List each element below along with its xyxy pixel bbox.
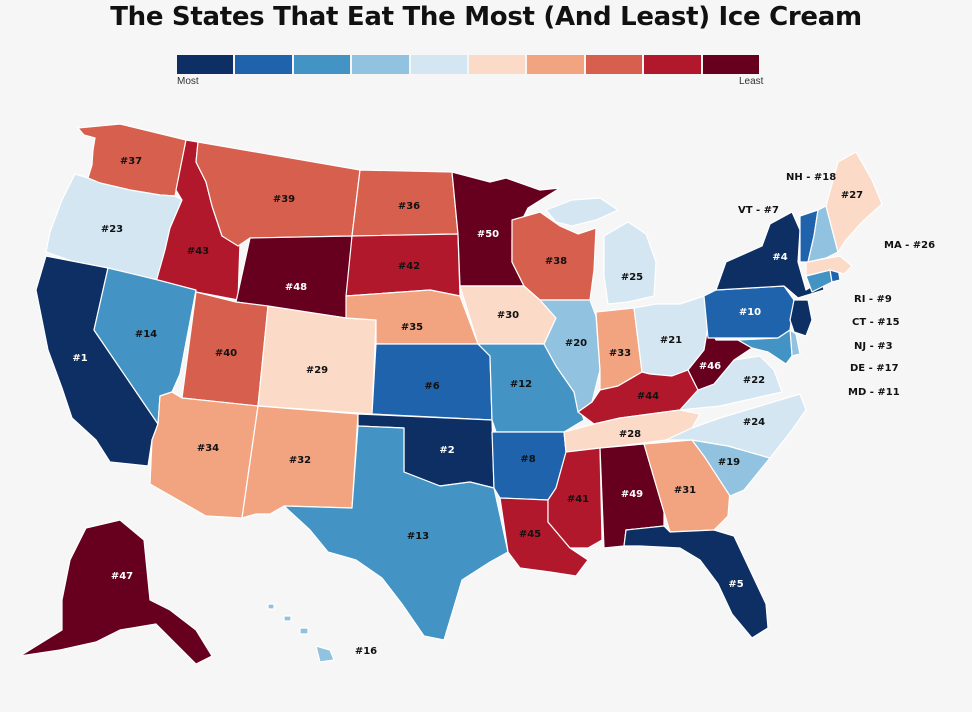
legend-swatch-6 (469, 55, 526, 74)
color-legend (177, 55, 760, 74)
rank-label: #8 (520, 454, 535, 465)
state-hi-island[interactable] (299, 627, 309, 635)
external-label-ct: CT - #15 (852, 317, 900, 328)
rank-label: #29 (306, 365, 328, 376)
rank-label: #39 (273, 194, 295, 205)
rank-label: #23 (101, 224, 123, 235)
rank-label: #42 (398, 261, 420, 272)
rank-label: #28 (619, 429, 641, 440)
legend-swatch-8 (585, 55, 643, 74)
state-nj[interactable] (789, 299, 813, 337)
rank-label: #14 (135, 329, 157, 340)
rank-label: #22 (743, 375, 765, 386)
rank-label-hi: #16 (355, 646, 377, 657)
state-wi[interactable] (511, 211, 597, 301)
state-ak[interactable] (19, 519, 213, 665)
rank-label: #1 (72, 353, 87, 364)
rank-label: #24 (743, 417, 765, 428)
external-label-nh: NH - #18 (786, 172, 836, 183)
map-title: The States That Eat The Most (And Least)… (110, 2, 862, 32)
state-az[interactable] (149, 391, 259, 519)
state-hi[interactable] (315, 645, 335, 663)
legend-most-label: Most (177, 76, 199, 87)
rank-label: #5 (728, 579, 743, 590)
external-label-ma: MA - #26 (884, 240, 935, 251)
state-ny[interactable] (715, 211, 825, 299)
state-md[interactable] (737, 329, 793, 365)
rank-label: #12 (510, 379, 532, 390)
rank-label: #32 (289, 455, 311, 466)
external-label-vt: VT - #7 (738, 205, 779, 216)
rank-label: #40 (215, 348, 237, 359)
rank-label: #47 (111, 571, 133, 582)
rank-label: #36 (398, 201, 420, 212)
rank-label: #25 (621, 272, 643, 283)
state-ma[interactable] (805, 255, 853, 277)
rank-label: #34 (197, 443, 219, 454)
legend-swatch-1 (177, 55, 234, 74)
legend-swatch-2 (235, 55, 292, 74)
state-me[interactable] (825, 151, 883, 253)
legend-swatch-4 (352, 55, 409, 74)
legend-swatch-9 (644, 55, 701, 74)
legend-least-label: Least (739, 76, 764, 87)
rank-label: #20 (565, 338, 587, 349)
rank-label: #35 (401, 322, 423, 333)
rank-label: #30 (497, 310, 519, 321)
external-label-de: DE - #17 (850, 363, 899, 374)
rank-label: #19 (718, 457, 740, 468)
legend-swatch-5 (410, 55, 468, 74)
rank-label: #43 (187, 246, 209, 257)
rank-label: #38 (545, 256, 567, 267)
rank-label: #37 (120, 156, 142, 167)
rank-label: #6 (424, 381, 439, 392)
state-tx[interactable] (283, 425, 509, 641)
rank-label: #27 (841, 190, 863, 201)
rank-label: #41 (567, 494, 589, 505)
external-label-md: MD - #11 (848, 387, 900, 398)
legend-swatch-7 (527, 55, 584, 74)
rank-label: #44 (637, 391, 659, 402)
rank-label: #13 (407, 531, 429, 542)
state-hi-island[interactable] (267, 603, 275, 610)
rank-label: #33 (609, 348, 631, 359)
rank-label: #10 (739, 307, 761, 318)
rank-label: #31 (674, 485, 696, 496)
rank-label: #50 (477, 229, 499, 240)
external-label-nj: NJ - #3 (854, 341, 893, 352)
state-hi-island[interactable] (283, 615, 292, 622)
rank-label: #49 (621, 489, 643, 500)
state-nm[interactable] (241, 405, 359, 519)
state-co[interactable] (257, 305, 377, 415)
state-fl[interactable] (623, 525, 769, 639)
state-mi[interactable] (545, 197, 657, 305)
rank-label: #48 (285, 282, 307, 293)
rank-label: #45 (519, 529, 541, 540)
external-label-ri: RI - #9 (854, 294, 892, 305)
rank-label: #2 (439, 445, 454, 456)
state-nc[interactable] (665, 393, 807, 459)
rank-label: #21 (660, 335, 682, 346)
rank-label: #46 (699, 361, 721, 372)
rank-label: #4 (772, 252, 787, 263)
legend-swatch-10 (702, 55, 760, 74)
legend-swatch-3 (293, 55, 351, 74)
